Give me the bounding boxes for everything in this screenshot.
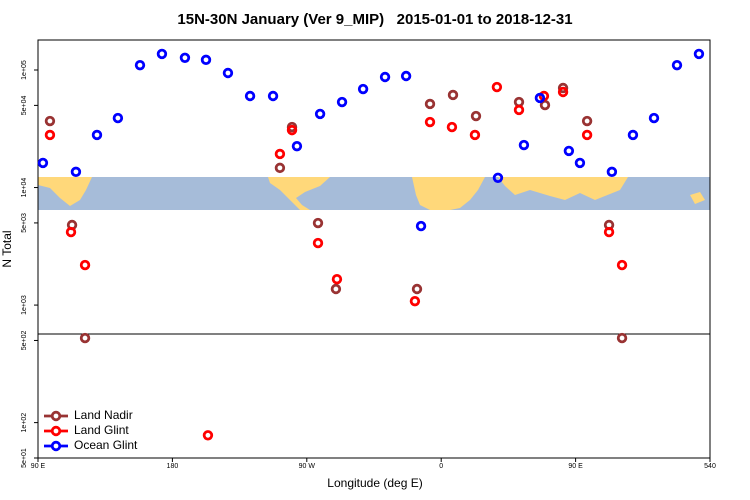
- point: [616, 332, 628, 344]
- chart-title: 15N-30N January (Ver 9_MIP) 2015-01-01 t…: [177, 11, 572, 28]
- x-tick-label: 90 E: [568, 463, 583, 470]
- point: [70, 166, 82, 178]
- point: [603, 226, 615, 238]
- point: [424, 98, 436, 110]
- point: [616, 259, 628, 271]
- point: [415, 220, 427, 232]
- point: [44, 115, 56, 127]
- point: [244, 90, 256, 102]
- y-tick-label: 5e+02: [21, 331, 28, 351]
- point: [286, 124, 298, 136]
- point: [539, 99, 551, 111]
- y-axis-label: N Total: [0, 230, 14, 267]
- point: [446, 121, 458, 133]
- point: [202, 430, 214, 441]
- point: [274, 162, 286, 174]
- point: [491, 81, 503, 93]
- x-tick-label: 90 W: [299, 463, 316, 470]
- point: [557, 86, 569, 98]
- y-tick-label: 5e+03: [21, 213, 28, 233]
- point: [134, 59, 146, 71]
- x-tick-label: 0: [439, 463, 443, 470]
- legend-marker: [50, 440, 62, 452]
- point: [581, 129, 593, 141]
- point: [400, 70, 412, 82]
- point: [91, 129, 103, 141]
- point: [671, 59, 683, 71]
- point: [65, 226, 77, 238]
- legend-label: Land Glint: [74, 423, 129, 437]
- legend-marker: [50, 425, 62, 437]
- point: [557, 82, 569, 94]
- legend-label: Ocean Glint: [74, 438, 138, 452]
- point: [513, 104, 525, 116]
- point: [518, 139, 530, 151]
- point: [513, 96, 525, 108]
- point: [563, 145, 575, 157]
- point: [470, 110, 482, 122]
- map-strip: [38, 177, 710, 210]
- y-tick-label: 1e+04: [21, 178, 28, 198]
- point: [492, 172, 504, 184]
- point: [222, 67, 234, 79]
- point: [156, 48, 168, 60]
- legend-label: Land Nadir: [74, 408, 133, 422]
- plot-frame: [37, 39, 711, 459]
- point: [37, 157, 49, 169]
- point: [179, 52, 191, 64]
- x-axis-label: Longitude (deg E): [327, 476, 422, 490]
- x-tick-label: 540: [704, 463, 716, 470]
- legend-marker: [50, 410, 62, 422]
- point: [357, 83, 369, 95]
- point: [336, 96, 348, 108]
- y-tick-label: 1e+02: [21, 413, 28, 433]
- y-tick-label: 5e+04: [21, 95, 28, 115]
- point: [411, 283, 423, 295]
- x-tick-label: 90 E: [31, 463, 46, 470]
- point: [274, 148, 286, 160]
- point: [79, 259, 91, 271]
- point: [447, 89, 459, 101]
- point: [112, 112, 124, 124]
- point: [200, 54, 212, 66]
- x-tick-label: 180: [167, 463, 179, 470]
- point: [330, 283, 342, 295]
- y-tick-label: 1e+05: [21, 60, 28, 80]
- point: [648, 112, 660, 124]
- y-tick-label: 1e+03: [21, 295, 28, 315]
- point: [534, 92, 546, 104]
- point: [79, 332, 91, 344]
- point: [627, 129, 639, 141]
- point: [581, 115, 593, 127]
- point: [267, 90, 279, 102]
- point: [574, 157, 586, 169]
- point: [312, 237, 324, 249]
- point: [44, 129, 56, 141]
- point: [424, 116, 436, 128]
- point: [606, 166, 618, 178]
- point: [312, 217, 324, 229]
- point: [409, 295, 421, 307]
- point: [314, 108, 326, 120]
- point: [331, 274, 343, 285]
- point: [469, 129, 481, 141]
- point: [379, 71, 391, 83]
- point: [291, 140, 303, 152]
- point: [693, 48, 705, 60]
- y-tick-label: 5e+01: [21, 448, 28, 468]
